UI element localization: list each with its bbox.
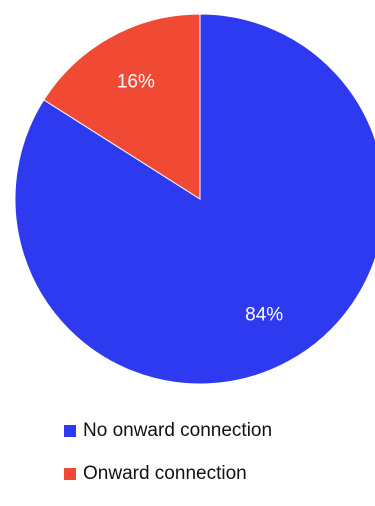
legend-label: No onward connection xyxy=(83,420,273,441)
pie-slice xyxy=(43,13,201,200)
legend-item-onward-connection: Onward connection xyxy=(64,463,272,485)
legend-swatch xyxy=(64,425,76,437)
pie-chart: 84% 16% xyxy=(14,13,375,385)
slice-value-label: 16% xyxy=(117,71,155,92)
legend: No onward connection Onward connection xyxy=(64,420,272,506)
slice-value-label: 84% xyxy=(245,305,283,326)
legend-swatch xyxy=(64,468,76,480)
pie-slice xyxy=(14,13,375,385)
legend-item-no-onward-connection: No onward connection xyxy=(64,420,272,442)
legend-label: Onward connection xyxy=(83,463,247,484)
